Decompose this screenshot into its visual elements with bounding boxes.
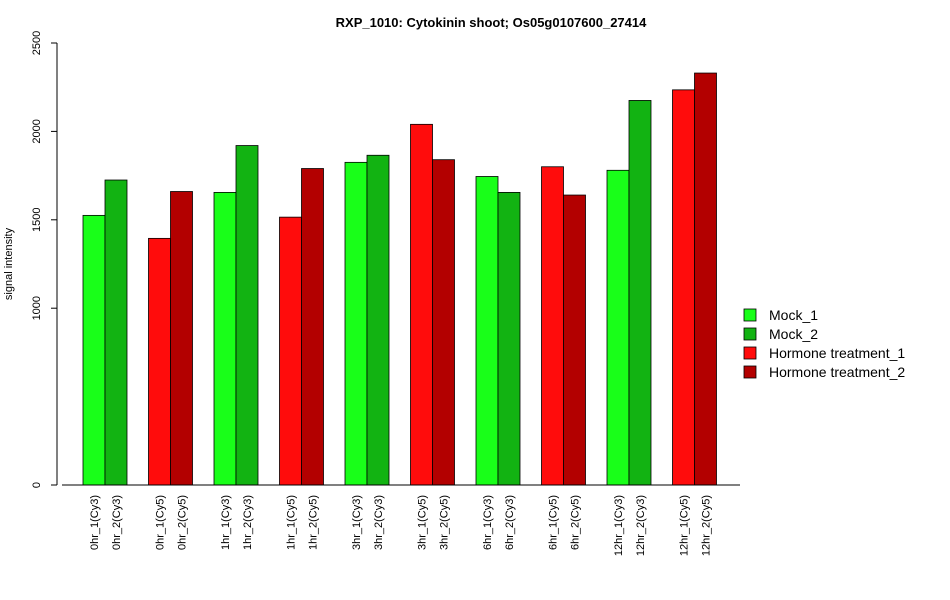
legend-label: Hormone treatment_1 (769, 345, 905, 361)
x-tick-label: 1hr_1(Cy5) (286, 495, 298, 550)
x-tick-label: 1hr_2(Cy3) (242, 495, 254, 550)
bar (628, 100, 652, 486)
x-tick-label: 3hr_2(Cy3) (373, 495, 385, 550)
y-tick-label: 2500 (31, 31, 43, 55)
bar (170, 191, 193, 486)
bar (104, 179, 128, 486)
bar (235, 145, 259, 486)
bar (148, 237, 171, 486)
x-tick-label: 1hr_2(Cy5) (308, 495, 320, 550)
x-tick-label: 0hr_1(Cy5) (155, 495, 167, 550)
y-tick-label: 2000 (31, 119, 43, 143)
bar (541, 166, 564, 486)
bar (606, 169, 630, 486)
bar (301, 168, 324, 486)
legend-label: Hormone treatment_2 (769, 364, 905, 380)
bar (213, 191, 237, 486)
legend-swatch (743, 308, 757, 322)
bar (82, 214, 106, 486)
bars-group (82, 72, 717, 486)
x-tick-labels: 0hr_1(Cy3) 0hr_2(Cy3) 0hr_1(Cy5) 0hr_2(Cy5)… (89, 495, 713, 556)
y-tick-label: 0 (31, 482, 43, 488)
bar (279, 216, 302, 486)
legend-swatch (743, 327, 757, 341)
y-tick-label: 1000 (31, 296, 43, 320)
legend-label: Mock_2 (769, 326, 818, 342)
x-tick-label: 0hr_2(Cy3) (111, 495, 123, 550)
bar (366, 154, 390, 486)
bar (563, 194, 586, 486)
legend: Mock_1 Mock_2 Hormone treatment_1 Hormone t… (743, 307, 905, 380)
x-tick-label: 3hr_1(Cy3) (351, 495, 363, 550)
x-tick-label: 1hr_1(Cy3) (220, 495, 232, 550)
y-tick-label: 1500 (31, 208, 43, 232)
chart-title: RXP_1010: Cytokinin shoot; Os05g0107600_… (336, 15, 647, 30)
y-axis-title: signal intensity (3, 227, 15, 300)
x-tick-label: 0hr_1(Cy3) (89, 495, 101, 550)
x-tick-label: 12hr_2(Cy5) (701, 495, 713, 556)
x-tick-label: 3hr_2(Cy5) (439, 495, 451, 550)
bar (497, 191, 521, 486)
x-tick-label: 3hr_1(Cy5) (417, 495, 429, 550)
x-tick-label: 0hr_2(Cy5) (177, 495, 189, 550)
legend-swatch (743, 346, 757, 360)
x-tick-label: 6hr_2(Cy3) (504, 495, 516, 550)
x-tick-label: 12hr_2(Cy3) (635, 495, 647, 556)
x-tick-label: 6hr_2(Cy5) (570, 495, 582, 550)
legend-swatch (743, 365, 757, 379)
x-tick-label: 6hr_1(Cy3) (482, 495, 494, 550)
bar (475, 176, 499, 486)
x-tick-label: 12hr_1(Cy3) (613, 495, 625, 556)
bar (694, 72, 717, 486)
legend-label: Mock_1 (769, 307, 818, 323)
x-tick-label: 6hr_1(Cy5) (548, 495, 560, 550)
bar (344, 161, 368, 486)
bar (432, 159, 455, 486)
x-tick-label: 12hr_1(Cy5) (679, 495, 691, 556)
y-axis: 0 1000 1500 2000 2500 (31, 31, 58, 488)
bar (410, 123, 433, 486)
bar (672, 89, 695, 486)
